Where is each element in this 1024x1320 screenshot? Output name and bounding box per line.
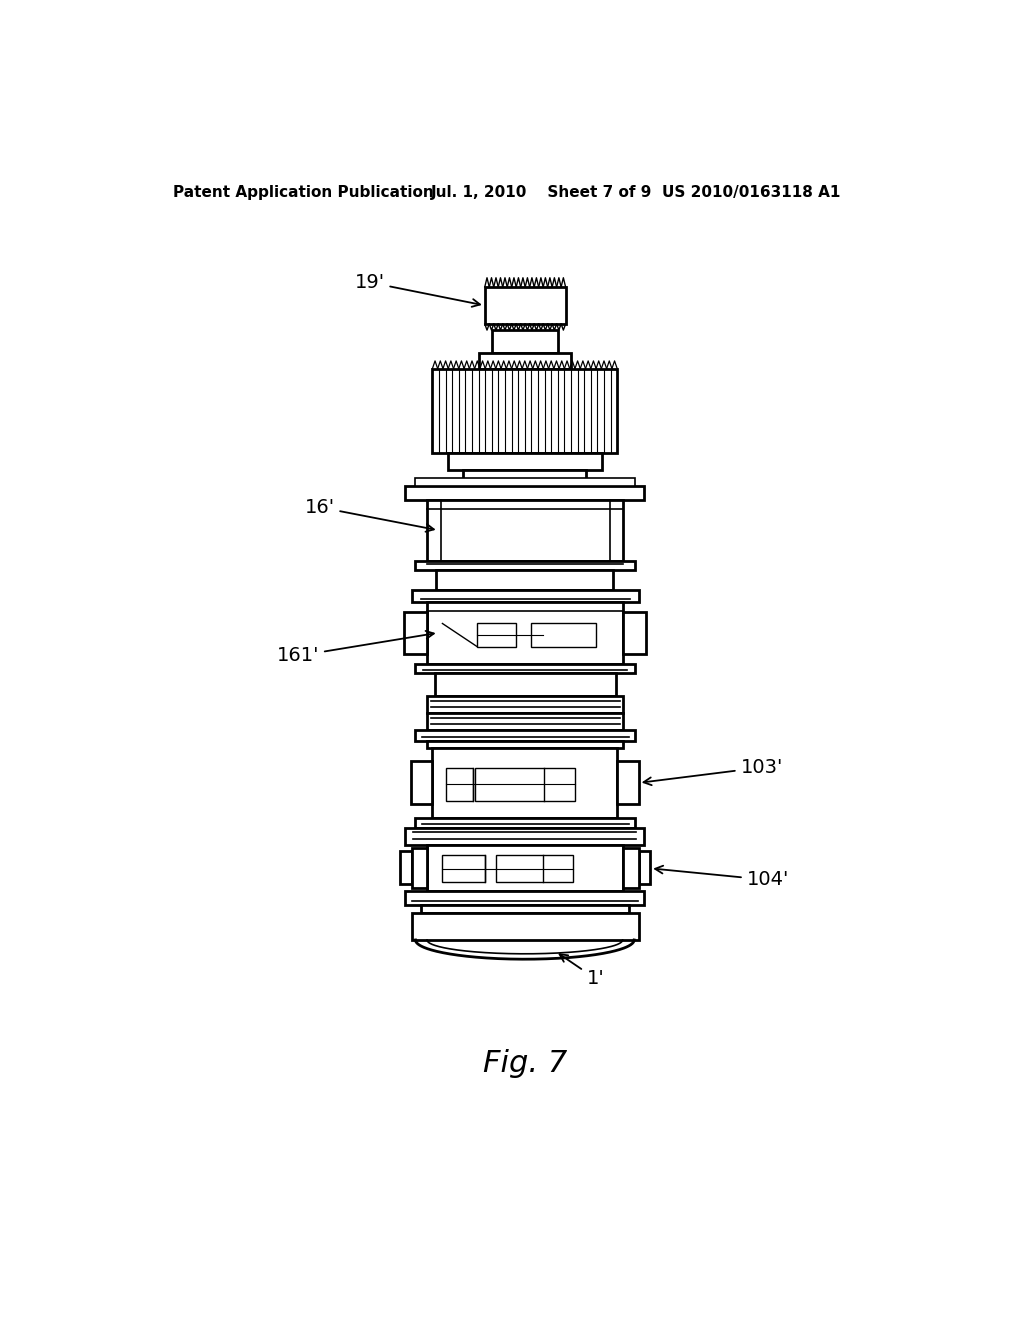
Bar <box>416 478 635 486</box>
Bar <box>416 664 635 673</box>
Text: 104': 104' <box>655 866 788 890</box>
Bar <box>463 470 587 486</box>
Bar <box>406 829 644 845</box>
Bar <box>447 453 602 470</box>
Bar <box>412 913 639 940</box>
Bar <box>436 570 613 590</box>
Bar <box>493 330 558 354</box>
Bar <box>435 673 615 696</box>
Bar <box>617 762 639 804</box>
Text: 103': 103' <box>643 758 782 785</box>
Bar <box>477 623 515 647</box>
Text: Jul. 1, 2010    Sheet 7 of 9: Jul. 1, 2010 Sheet 7 of 9 <box>431 185 652 201</box>
Bar <box>421 906 629 913</box>
Bar <box>416 561 635 570</box>
Bar <box>427 741 624 748</box>
Bar <box>432 368 617 453</box>
Text: 19': 19' <box>354 273 480 306</box>
Bar <box>416 817 635 829</box>
Bar <box>427 696 624 713</box>
Bar <box>624 847 639 887</box>
Text: US 2010/0163118 A1: US 2010/0163118 A1 <box>662 185 841 201</box>
Bar <box>446 768 473 800</box>
Bar <box>406 891 644 906</box>
Text: Patent Application Publication: Patent Application Publication <box>173 185 433 201</box>
Bar <box>639 851 650 884</box>
Bar <box>400 851 412 884</box>
Bar <box>427 499 624 561</box>
Bar <box>412 590 639 602</box>
Bar <box>432 748 617 817</box>
Bar <box>416 730 635 741</box>
Bar <box>497 855 573 882</box>
Bar <box>475 768 574 800</box>
Bar <box>442 855 484 882</box>
Text: 161': 161' <box>276 631 434 665</box>
Bar <box>412 847 427 887</box>
Text: 1': 1' <box>559 954 604 987</box>
Bar <box>403 612 427 655</box>
Bar <box>484 286 565 323</box>
Bar <box>406 486 644 499</box>
Bar <box>531 623 596 647</box>
Text: 16': 16' <box>304 498 434 532</box>
Bar <box>427 713 624 730</box>
Bar <box>411 762 432 804</box>
Text: Fig. 7: Fig. 7 <box>482 1048 567 1077</box>
Bar <box>427 845 624 891</box>
Bar <box>478 354 571 368</box>
Bar <box>624 612 646 655</box>
Bar <box>427 602 624 664</box>
